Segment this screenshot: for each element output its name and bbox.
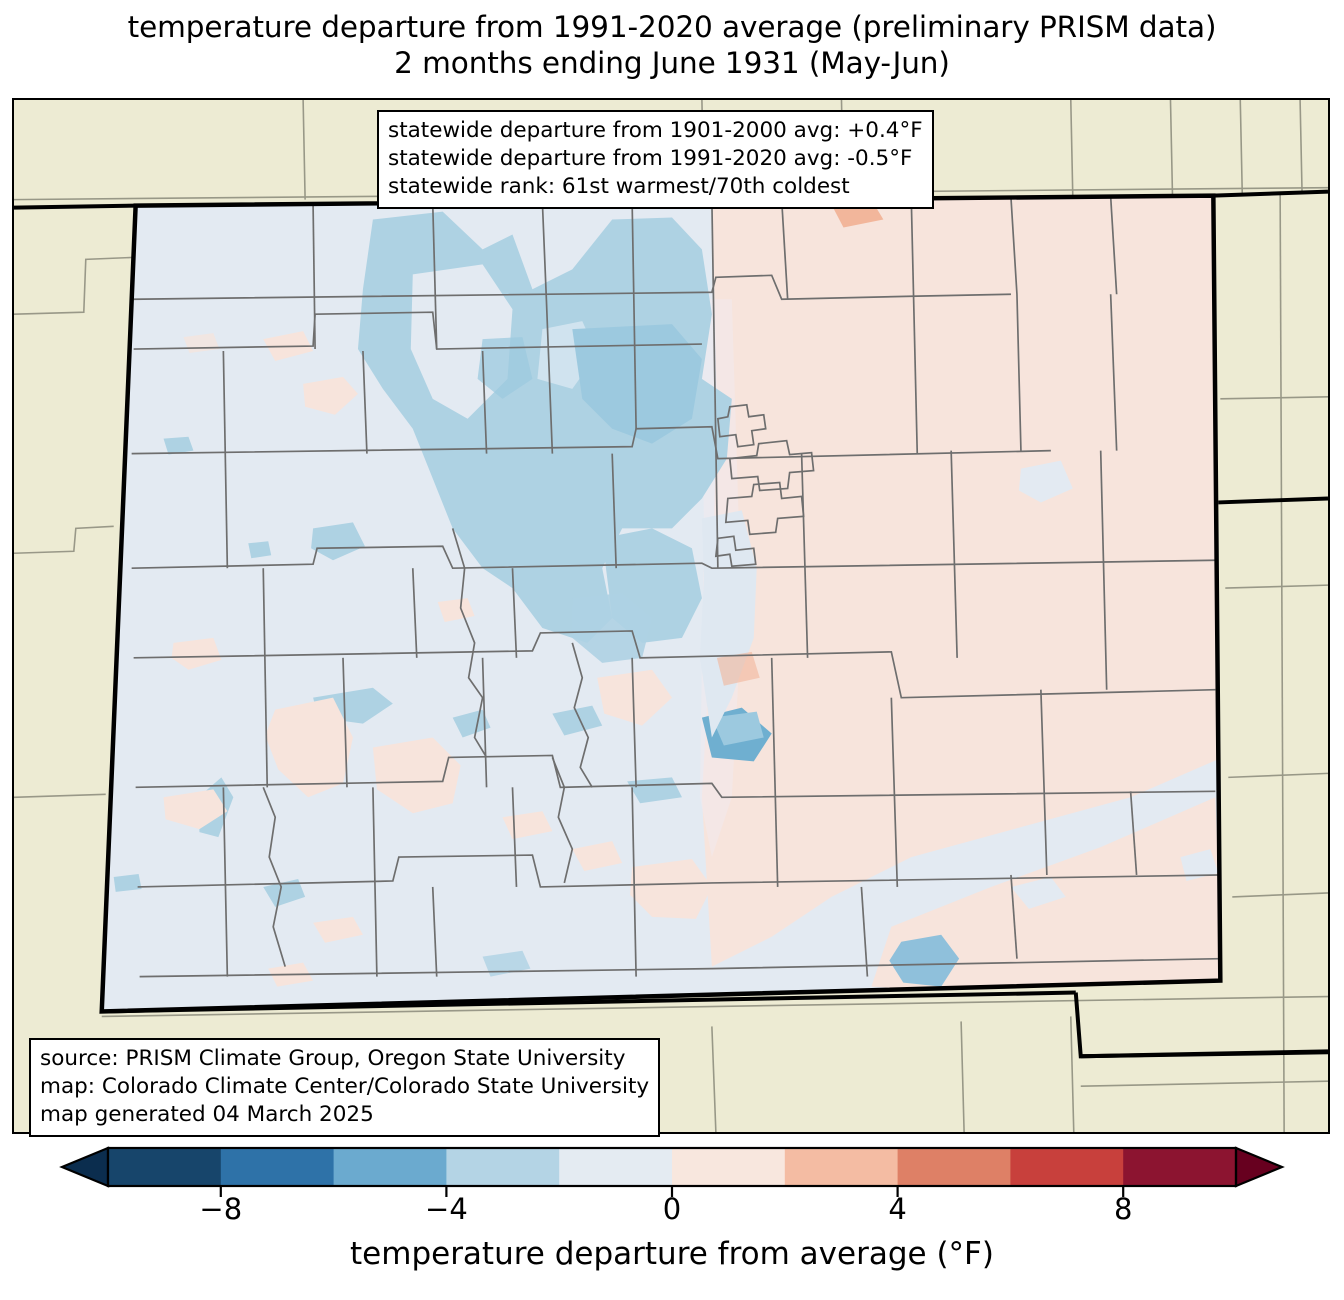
colorbar-under-arrow bbox=[59, 1146, 110, 1188]
stats-line-3: statewide rank: 61st warmest/70th coldes… bbox=[388, 173, 850, 199]
colorbar-tick-label: 0 bbox=[662, 1192, 682, 1226]
chart-title: temperature departure from 1991-2020 ave… bbox=[0, 10, 1344, 82]
colorbar-tick-label: −4 bbox=[425, 1192, 468, 1226]
colorbar-tick-label: −8 bbox=[199, 1192, 243, 1226]
title-line-2: 2 months ending June 1931 (May-Jun) bbox=[394, 45, 950, 80]
stats-line-2: statewide departure from 1991-2020 avg: … bbox=[388, 145, 913, 171]
colorbar: −8 −4 0 4 8 temperature departure from avera… bbox=[0, 1140, 1344, 1300]
colorbar-tick-label: 4 bbox=[888, 1192, 907, 1226]
colorbar-band bbox=[784, 1148, 899, 1186]
colorado-temperature-map bbox=[14, 100, 1328, 1132]
title-line-1: temperature departure from 1991-2020 ave… bbox=[127, 10, 1217, 44]
map-panel bbox=[12, 98, 1330, 1134]
source-line-3: map generated 04 March 2025 bbox=[40, 1101, 374, 1127]
colorbar-swatches bbox=[59, 1146, 1285, 1197]
stats-line-1: statewide departure from 1901-2000 avg: … bbox=[388, 118, 923, 143]
colorbar-band bbox=[220, 1148, 335, 1186]
colorbar-band bbox=[559, 1148, 673, 1186]
colorbar-axis-label: temperature departure from average (°F) bbox=[350, 1236, 994, 1272]
colorbar-band bbox=[333, 1148, 447, 1186]
colorbar-band bbox=[108, 1148, 222, 1186]
source-line-1: source: PRISM Climate Group, Oregon Stat… bbox=[40, 1046, 626, 1071]
source-line-2: map: Colorado Climate Center/Colorado St… bbox=[40, 1073, 650, 1099]
colorbar-tick-labels: −8 −4 0 4 8 bbox=[0, 1192, 1344, 1232]
colorbar-band bbox=[897, 1148, 1011, 1186]
colorbar-band bbox=[446, 1148, 560, 1186]
colorbar-band bbox=[672, 1148, 786, 1186]
neighbor-state-borders bbox=[14, 189, 1328, 1059]
colorado-county-lines bbox=[131, 196, 1220, 978]
colorbar-band bbox=[1010, 1148, 1124, 1186]
colorbar-tick-label: 8 bbox=[1113, 1192, 1133, 1226]
statewide-stats-box: statewide departure from 1901-2000 avg: … bbox=[377, 110, 934, 209]
source-credits-box: source: PRISM Climate Group, Oregon Stat… bbox=[29, 1038, 661, 1137]
temperature-departure-raster bbox=[101, 195, 1221, 1012]
colorbar-band bbox=[1123, 1148, 1237, 1186]
colorbar-over-arrow bbox=[1234, 1146, 1285, 1188]
